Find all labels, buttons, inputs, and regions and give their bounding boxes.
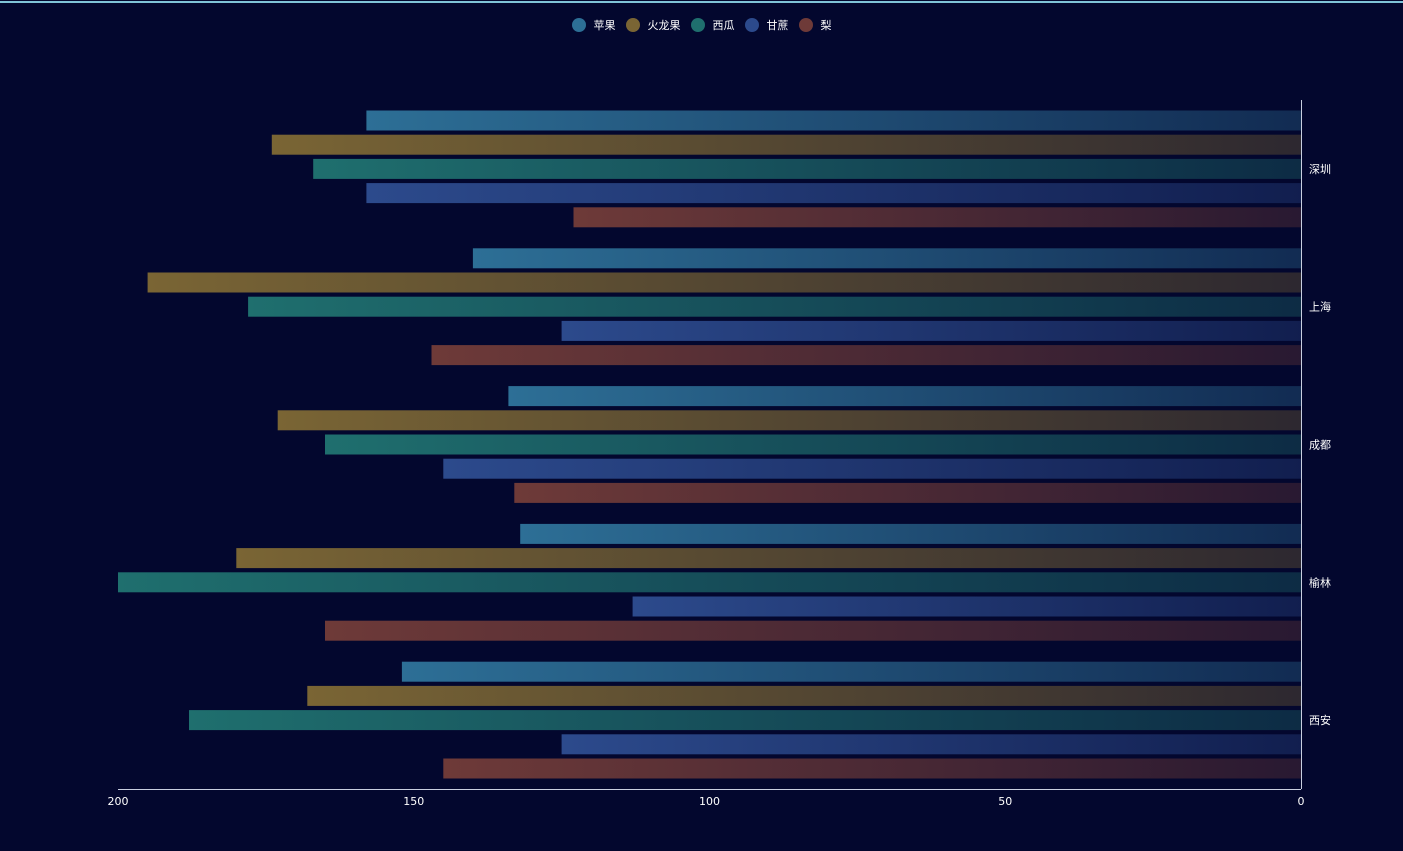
legend-item-watermelon[interactable]: 西瓜: [690, 17, 735, 33]
x-tick-label-3: 50: [998, 795, 1012, 808]
x-tick-label-4: 0: [1298, 795, 1305, 808]
top-border-line: [0, 1, 1403, 3]
bar-4-4[interactable]: [443, 758, 1301, 779]
bar-4-2[interactable]: [189, 710, 1301, 731]
bar-3-4[interactable]: [325, 620, 1301, 641]
legend-label-pear: 梨: [820, 19, 832, 32]
bar-3-3[interactable]: [632, 596, 1301, 617]
legend-swatch-apple: [571, 18, 586, 32]
bar-4-0[interactable]: [401, 661, 1301, 682]
legend: 苹果 火龙果 西瓜 甘蔗 梨: [0, 17, 1403, 33]
bar-2-4[interactable]: [514, 482, 1301, 503]
bar-1-3[interactable]: [561, 320, 1301, 341]
bar-2-0[interactable]: [508, 386, 1301, 407]
y-tick-label-3: 榆林: [1309, 575, 1331, 589]
legend-label-apple: 苹果: [593, 19, 616, 32]
legend-item-apple[interactable]: 苹果: [571, 17, 616, 33]
bar-0-2[interactable]: [313, 158, 1301, 179]
bars-layer: [118, 110, 1302, 779]
bar-2-2[interactable]: [325, 434, 1301, 455]
y-tick-label-1: 上海: [1309, 300, 1331, 314]
bar-1-0[interactable]: [472, 248, 1301, 269]
bar-0-4[interactable]: [573, 207, 1302, 228]
bar-1-4[interactable]: [431, 345, 1302, 366]
y-tick-label-2: 成都: [1309, 439, 1331, 452]
legend-item-sugarcane[interactable]: 甘蔗: [744, 17, 789, 33]
legend-swatch-watermelon: [690, 18, 705, 32]
bar-3-0[interactable]: [520, 523, 1301, 544]
bar-0-0[interactable]: [366, 110, 1301, 131]
y-tick-label-0: 深圳: [1309, 163, 1331, 176]
bar-4-1[interactable]: [307, 685, 1301, 706]
legend-label-dragonfruit: 火龙果: [647, 19, 681, 32]
legend-swatch-pear: [798, 18, 813, 32]
bar-0-1[interactable]: [271, 134, 1301, 155]
bar-2-3[interactable]: [443, 458, 1301, 479]
legend-swatch-dragonfruit: [625, 18, 640, 32]
bar-1-2[interactable]: [248, 296, 1302, 317]
bar-3-1[interactable]: [236, 548, 1301, 569]
legend-label-watermelon: 西瓜: [712, 19, 735, 32]
bar-2-1[interactable]: [277, 410, 1301, 431]
bar-0-3[interactable]: [366, 183, 1301, 204]
legend-label-sugarcane: 甘蔗: [766, 19, 789, 32]
legend-swatch-sugarcane: [744, 18, 759, 32]
bar-1-1[interactable]: [147, 272, 1302, 293]
bar-3-2[interactable]: [118, 572, 1301, 593]
y-tick-label-4: 西安: [1309, 713, 1331, 727]
legend-item-pear[interactable]: 梨: [798, 17, 832, 33]
x-tick-label-2: 100: [699, 795, 720, 808]
legend-item-dragonfruit[interactable]: 火龙果: [625, 17, 681, 33]
x-tick-label-0: 200: [108, 795, 129, 808]
x-tick-label-1: 150: [403, 795, 424, 808]
bar-4-3[interactable]: [561, 734, 1301, 755]
